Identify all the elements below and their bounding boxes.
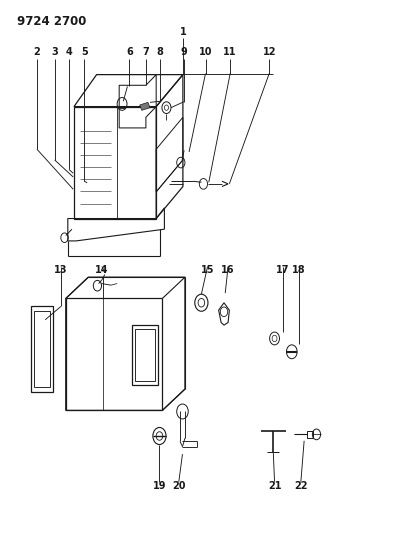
Text: 2: 2 (34, 47, 40, 57)
Text: 1: 1 (180, 27, 186, 37)
Bar (34, 311, 50, 387)
Text: 10: 10 (199, 47, 212, 57)
Text: 4: 4 (66, 47, 72, 57)
Text: 20: 20 (172, 481, 185, 491)
Text: 11: 11 (224, 47, 237, 57)
Text: 21: 21 (268, 481, 281, 491)
Text: 8: 8 (157, 47, 164, 57)
Text: 14: 14 (95, 265, 109, 276)
Text: 12: 12 (263, 47, 276, 57)
Text: 13: 13 (54, 265, 67, 276)
Text: 6: 6 (126, 47, 133, 57)
Text: 22: 22 (294, 481, 307, 491)
Text: 18: 18 (292, 265, 306, 276)
Text: 16: 16 (222, 265, 235, 276)
Polygon shape (140, 102, 150, 110)
Text: 19: 19 (153, 481, 166, 491)
Text: 9: 9 (180, 47, 187, 57)
Text: 9724 2700: 9724 2700 (17, 15, 87, 28)
Text: 5: 5 (81, 47, 88, 57)
Text: 7: 7 (143, 47, 149, 57)
Bar (307, 431, 313, 438)
Bar (135, 329, 155, 381)
Text: 17: 17 (276, 265, 289, 276)
Text: 15: 15 (201, 265, 214, 276)
Text: 3: 3 (51, 47, 58, 57)
